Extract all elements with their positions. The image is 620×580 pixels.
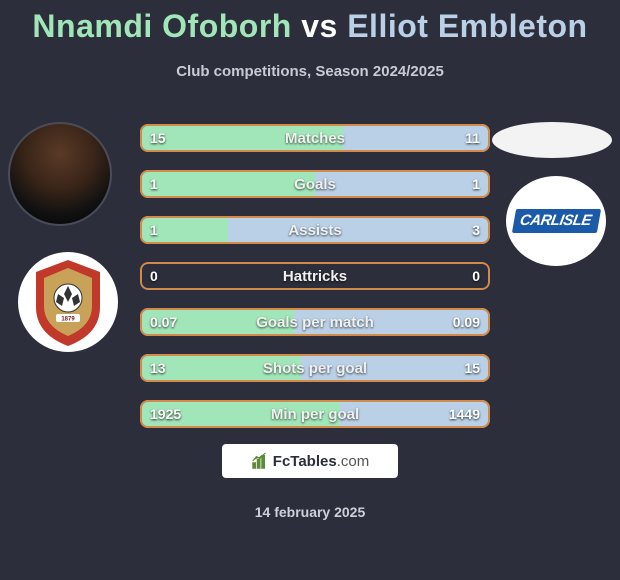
stat-row: 0.070.09Goals per match — [140, 308, 490, 336]
brand-domain: .com — [337, 453, 370, 470]
stat-row: 19251449Min per goal — [140, 400, 490, 428]
stats-bars: 1511Matches 11Goals 13Assists 00Hattricks 0.… — [140, 124, 490, 446]
stat-label: Hattricks — [140, 262, 490, 290]
stat-row: 1315Shots per goal — [140, 354, 490, 382]
stat-label: Goals — [140, 170, 490, 198]
subtitle: Club competitions, Season 2024/2025 — [0, 63, 620, 80]
stat-row: 00Hattricks — [140, 262, 490, 290]
stat-label: Min per goal — [140, 400, 490, 428]
svg-text:1879: 1879 — [61, 317, 75, 323]
stat-row: 13Assists — [140, 216, 490, 244]
player1-name: Nnamdi Ofoborh — [32, 8, 291, 44]
chart-icon — [251, 452, 269, 470]
brand-main: FcTables — [273, 453, 337, 470]
stat-row: 1511Matches — [140, 124, 490, 152]
stat-label: Goals per match — [140, 308, 490, 336]
comparison-title: Nnamdi Ofoborh vs Elliot Embleton — [0, 0, 620, 45]
player1-club-badge: 1879 — [18, 252, 118, 352]
vs-text: vs — [301, 8, 338, 44]
brand-pill[interactable]: FcTables.com — [222, 444, 398, 478]
snapshot-date: 14 february 2025 — [0, 504, 620, 520]
player1-photo — [8, 122, 112, 226]
stat-label: Assists — [140, 216, 490, 244]
brand-text: FcTables.com — [273, 453, 369, 470]
stat-row: 11Goals — [140, 170, 490, 198]
player2-photo-placeholder — [492, 122, 612, 158]
carlisle-badge-text: CARLISLE — [511, 209, 600, 233]
stat-label: Matches — [140, 124, 490, 152]
player2-name: Elliot Embleton — [347, 8, 587, 44]
stat-label: Shots per goal — [140, 354, 490, 382]
player2-club-badge: CARLISLE — [506, 176, 606, 266]
